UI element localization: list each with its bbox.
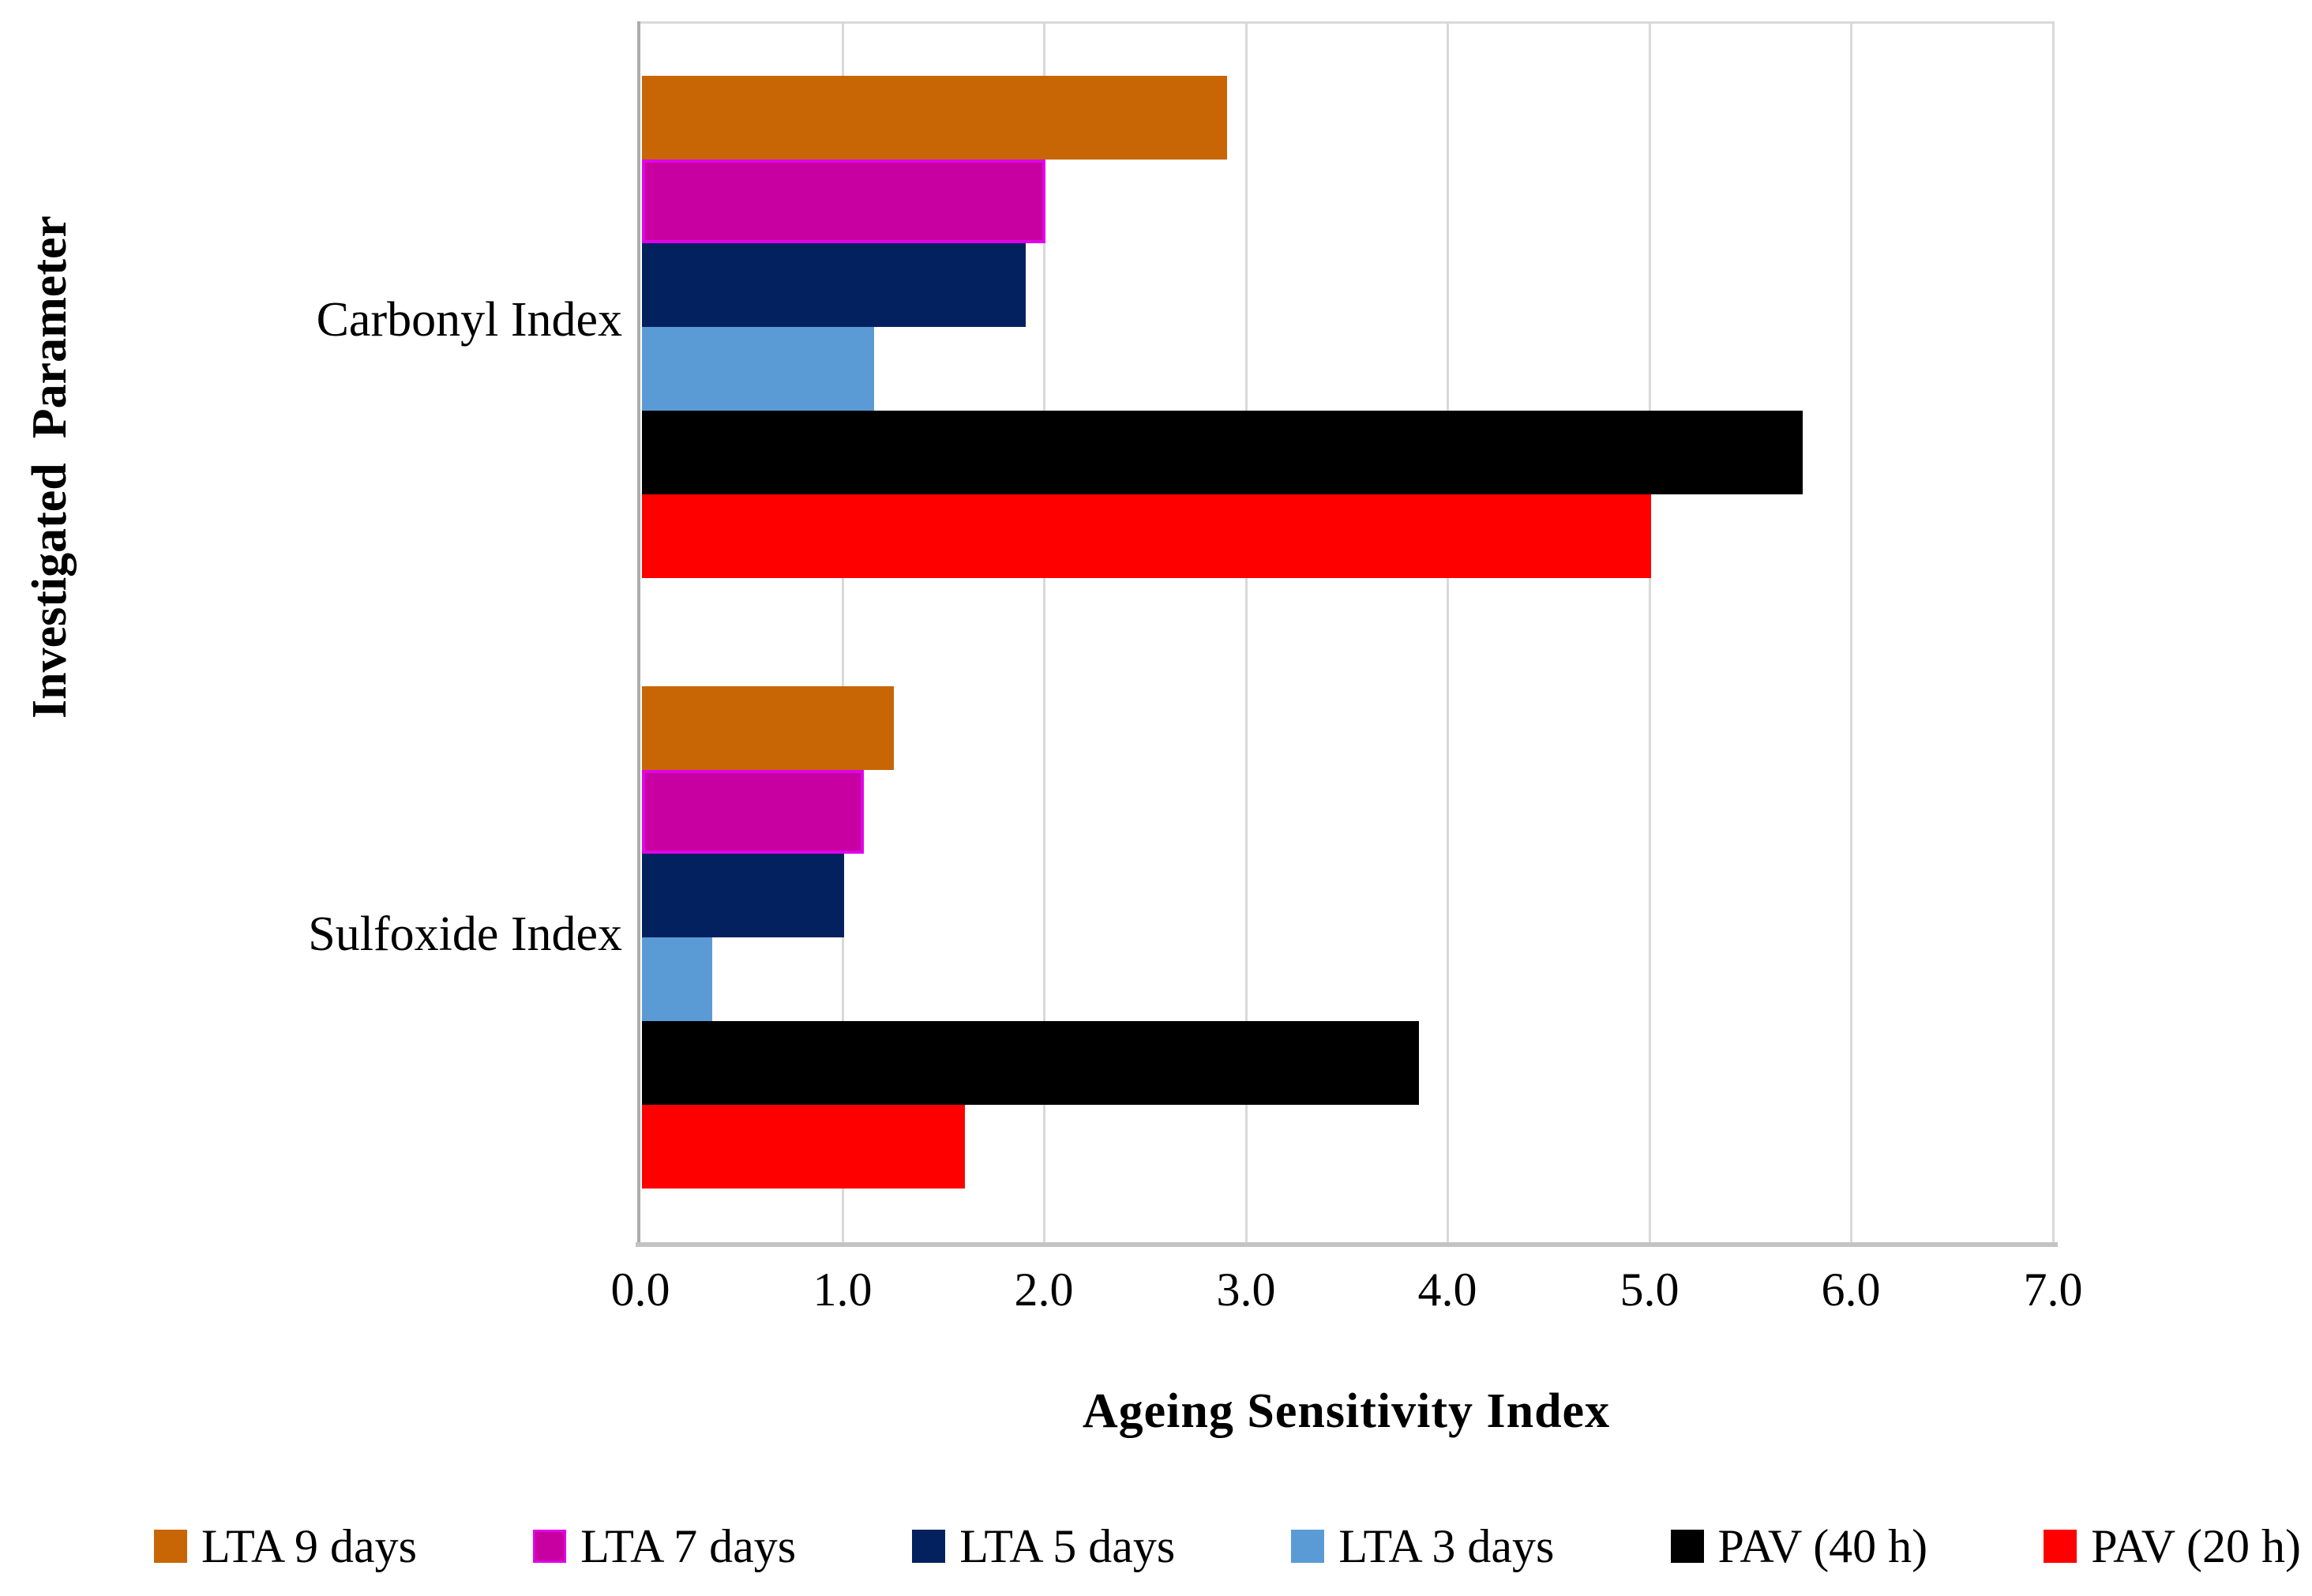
- gridline-x-7: [2052, 21, 2055, 1242]
- bar-sulfoxide-index-lta-3-days: [642, 937, 712, 1021]
- y-axis-title: Investigated Parameter: [6, 216, 93, 719]
- gridline-x-2: [1043, 21, 1045, 1242]
- bar-sulfoxide-index-lta-7-days: [642, 770, 864, 854]
- bar-sulfoxide-index-pav-40-h: [642, 1021, 1419, 1105]
- legend-item-lta-5-days: LTA 5 days: [912, 1519, 1175, 1574]
- legend-item-pav-40-h: PAV (40 h): [1670, 1519, 1928, 1574]
- x-tick-label-5.0: 5.0: [1620, 1264, 1680, 1316]
- legend-item-lta-7-days: LTA 7 days: [533, 1519, 796, 1574]
- legend-item-pav-20-h: PAV (20 h): [2044, 1519, 2301, 1574]
- bar-carbonyl-index-pav-20-h: [642, 494, 1651, 578]
- y-axis-line: [637, 21, 642, 1247]
- legend-swatch-lta-9-days: [154, 1530, 187, 1563]
- plot-top-border: [640, 21, 2053, 24]
- bar-carbonyl-index-lta-7-days: [642, 160, 1045, 243]
- x-tick-label-1.0: 1.0: [813, 1264, 873, 1316]
- bar-carbonyl-index-lta-9-days: [642, 76, 1227, 160]
- gridline-x-4: [1447, 21, 1449, 1242]
- legend-label-lta-9-days: LTA 9 days: [201, 1520, 417, 1572]
- category-label-carbonyl-index: Carbonyl Index: [316, 293, 622, 347]
- gridline-x-5: [1649, 21, 1651, 1242]
- category-label-sulfoxide-index: Sulfoxide Index: [308, 907, 622, 961]
- bar-carbonyl-index-lta-3-days: [642, 327, 874, 411]
- legend-label-lta-3-days: LTA 3 days: [1338, 1520, 1555, 1572]
- legend-swatch-pav-40-h: [1670, 1530, 1704, 1563]
- legend-label-lta-7-days: LTA 7 days: [580, 1520, 797, 1572]
- x-tick-label-6.0: 6.0: [1821, 1264, 1881, 1316]
- legend-item-lta-3-days: LTA 3 days: [1291, 1519, 1554, 1574]
- legend-swatch-lta-5-days: [912, 1530, 946, 1563]
- legend-item-lta-9-days: LTA 9 days: [154, 1519, 417, 1574]
- x-tick-label-7.0: 7.0: [2023, 1264, 2083, 1316]
- bar-carbonyl-index-lta-5-days: [642, 243, 1026, 327]
- x-tick-label-2.0: 2.0: [1014, 1264, 1074, 1316]
- plot-area: [640, 21, 2055, 1242]
- gridline-x-1: [842, 21, 844, 1242]
- legend-label-lta-5-days: LTA 5 days: [959, 1520, 1176, 1572]
- x-tick-label-4.0: 4.0: [1417, 1264, 1477, 1316]
- legend-swatch-lta-3-days: [1291, 1530, 1325, 1563]
- x-tick-label-3.0: 3.0: [1216, 1264, 1276, 1316]
- legend-swatch-pav-20-h: [2044, 1530, 2077, 1563]
- bar-sulfoxide-index-lta-5-days: [642, 854, 844, 937]
- gridline-x-6: [1850, 21, 1852, 1242]
- bar-carbonyl-index-pav-40-h: [642, 411, 1803, 494]
- legend-swatch-lta-7-days: [533, 1530, 567, 1563]
- x-axis-title: Ageing Sensitivity Index: [1082, 1384, 1611, 1438]
- x-axis-line: [636, 1242, 2058, 1247]
- x-tick-label-0.0: 0.0: [610, 1264, 670, 1316]
- legend-label-pav-40-h: PAV (40 h): [1717, 1520, 1928, 1572]
- legend-label-pav-20-h: PAV (20 h): [2091, 1520, 2301, 1572]
- bar-sulfoxide-index-pav-20-h: [642, 1105, 965, 1189]
- bar-sulfoxide-index-lta-9-days: [642, 686, 894, 770]
- gridline-x-3: [1245, 21, 1248, 1242]
- legend: LTA 9 days LTA 7 days LTA 5 days LTA 3 d…: [154, 1515, 2301, 1578]
